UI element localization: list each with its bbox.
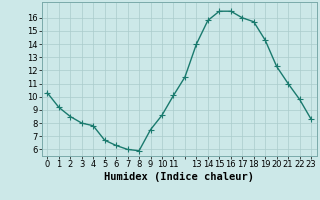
X-axis label: Humidex (Indice chaleur): Humidex (Indice chaleur) [104, 172, 254, 182]
